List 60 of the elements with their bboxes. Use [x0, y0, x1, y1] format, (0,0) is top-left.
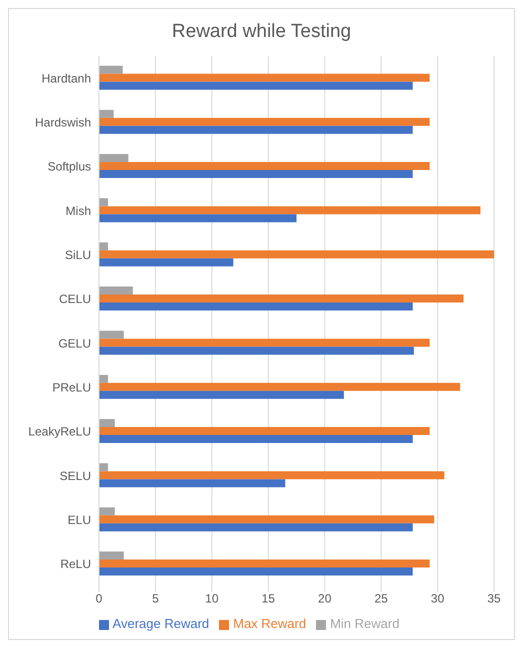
y-tick-label: Mish	[66, 204, 91, 218]
bar	[99, 126, 413, 134]
bar	[99, 568, 413, 576]
bar	[99, 66, 123, 74]
bar	[99, 250, 494, 258]
bar	[99, 294, 464, 303]
bar	[99, 419, 115, 428]
x-tick-label: 5	[152, 592, 160, 606]
x-tick-label: 20	[318, 592, 332, 606]
bar	[99, 507, 115, 516]
y-tick-label: Hardswish	[34, 116, 91, 130]
y-tick-label: ReLU	[60, 557, 91, 572]
bar	[99, 479, 286, 488]
chart-title: Reward while Testing	[170, 20, 352, 44]
bar	[99, 154, 128, 162]
x-tick-label: 25	[374, 592, 388, 606]
y-tick-label: PReLU	[52, 380, 91, 395]
x-tick-label: 10	[205, 592, 219, 606]
bar	[99, 242, 108, 250]
bar	[99, 346, 414, 355]
x-tick-label: 30	[430, 592, 445, 606]
bar	[99, 206, 480, 214]
bar	[99, 198, 108, 206]
bar	[99, 110, 114, 118]
bar	[99, 170, 413, 178]
bar	[99, 374, 108, 383]
bar	[99, 435, 413, 444]
bar	[99, 338, 430, 347]
x-tick-label: 35	[487, 592, 501, 606]
legend-label: Max Reward	[233, 616, 306, 631]
y-tick-label: Softplus	[48, 160, 91, 174]
bar	[99, 302, 413, 311]
bar	[99, 258, 234, 266]
y-tick-label: CELU	[58, 292, 91, 306]
bar	[99, 214, 296, 222]
bar	[99, 82, 413, 90]
bar	[99, 118, 430, 126]
bar	[99, 162, 430, 170]
bar	[99, 286, 133, 295]
bar	[99, 463, 108, 472]
x-tick-label: 15	[262, 592, 276, 606]
bar	[99, 471, 444, 480]
bar	[99, 390, 344, 399]
bar	[99, 330, 124, 339]
y-tick-label: SiLU	[64, 248, 91, 262]
bar	[99, 427, 430, 436]
legend-label: Min Reward	[330, 616, 400, 631]
bar	[99, 74, 430, 82]
y-tick-label: SELU	[60, 468, 91, 483]
bar	[99, 523, 413, 532]
bar	[99, 382, 460, 391]
y-tick-label: Hardtanh	[42, 71, 91, 86]
y-tick-label: LeakyReLU	[28, 424, 91, 439]
bar	[99, 560, 430, 568]
legend-label: Average Reward	[112, 616, 210, 631]
x-tick-label: 0	[96, 592, 103, 606]
bar	[99, 552, 124, 560]
bar	[99, 515, 434, 524]
y-tick-label: ELU	[68, 513, 91, 528]
y-tick-label: GELU	[58, 336, 91, 350]
